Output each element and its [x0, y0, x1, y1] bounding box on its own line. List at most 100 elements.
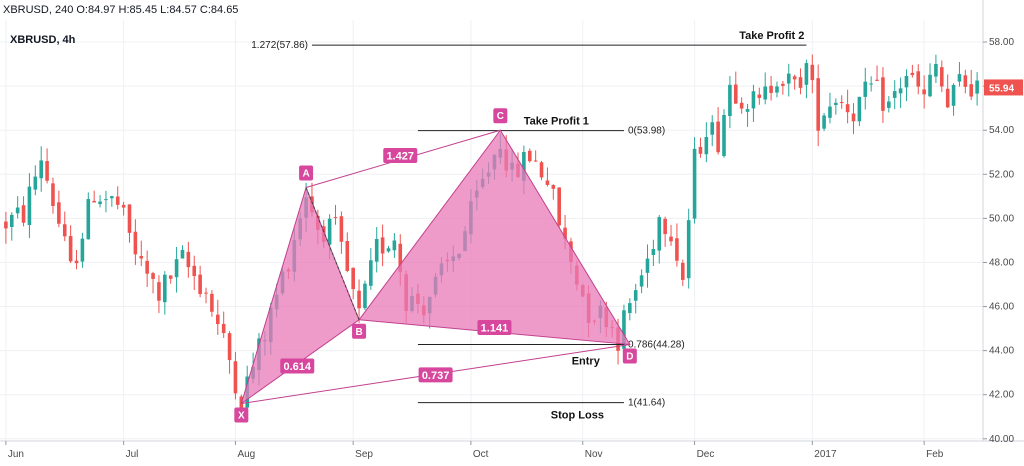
level-label: 1(41.64) — [628, 398, 665, 409]
candle-body — [669, 236, 673, 242]
candle-body — [763, 86, 768, 100]
candle-body — [363, 283, 367, 309]
candle-body — [98, 201, 102, 205]
y-tick-label: 42.00 — [989, 390, 1014, 401]
candle-body — [180, 249, 185, 259]
candle-body — [127, 204, 132, 233]
candle-body — [704, 137, 709, 155]
pattern-point-d: D — [622, 348, 637, 364]
y-tick-label: 54.00 — [989, 125, 1014, 136]
candle-body — [27, 186, 32, 226]
candle-body — [745, 109, 750, 112]
ratio-badge-bg — [280, 358, 315, 374]
y-tick-label: 46.00 — [989, 302, 1014, 313]
candle-body — [21, 205, 26, 223]
candle-body — [57, 202, 61, 224]
candle-body — [922, 89, 926, 95]
candle-body — [681, 262, 685, 280]
candle-body — [798, 77, 803, 88]
candle-body — [633, 290, 638, 301]
candle-body — [945, 88, 950, 108]
point-label: D — [626, 351, 633, 362]
candle-body — [769, 85, 773, 93]
harmonic-pattern[interactable]: X A B C D 0.614 1.427 1.141 0.737 — [234, 108, 637, 423]
y-tick-label: 52.00 — [989, 169, 1014, 180]
candle-body — [969, 84, 974, 97]
candle-body — [110, 196, 114, 199]
candle-body — [804, 63, 809, 85]
candle-body — [398, 243, 403, 272]
candle-body — [651, 248, 656, 256]
candle-body — [775, 86, 779, 93]
y-tick-label: 48.00 — [989, 257, 1014, 268]
y-tick-label: 50.00 — [989, 213, 1014, 224]
y-tick-label: 44.00 — [989, 346, 1014, 357]
candle-body — [916, 71, 921, 87]
candle-body — [839, 102, 844, 104]
candle-body — [121, 204, 126, 208]
candle-body — [163, 274, 167, 303]
ratio-badge: 1.427 — [383, 148, 418, 164]
candle-body — [392, 240, 397, 251]
candle-body — [139, 256, 144, 259]
candle-body — [168, 275, 173, 279]
level-label: 0(53.98) — [628, 126, 665, 137]
point-badge — [299, 165, 314, 181]
candle-body — [733, 84, 738, 104]
x-tick-label: Jul — [126, 449, 139, 460]
pane-title: XBRUSD, 4h — [10, 34, 76, 46]
candle-body — [9, 214, 14, 227]
candle-body — [716, 121, 720, 153]
candle-body — [374, 238, 379, 262]
candle-body — [4, 221, 8, 229]
ratio-value: 1.427 — [386, 151, 414, 163]
candle-body — [522, 151, 526, 181]
candle-body — [828, 106, 832, 118]
point-label: B — [355, 327, 362, 338]
level-annotation: Entry — [572, 355, 601, 367]
candle-body — [951, 84, 956, 106]
candle-body — [92, 200, 96, 203]
candle-body — [751, 91, 756, 109]
candle-body — [210, 293, 214, 312]
candle-body — [151, 273, 155, 279]
candle-body — [227, 333, 232, 361]
candle-body — [675, 238, 679, 261]
candle-body — [233, 361, 238, 394]
candle-body — [686, 220, 691, 279]
candle-body — [845, 104, 850, 113]
candle-body — [351, 267, 355, 290]
candle-body — [910, 72, 915, 75]
candle-body — [863, 81, 868, 97]
candle-body — [369, 260, 373, 286]
point-label: A — [302, 169, 309, 180]
candle-body — [892, 91, 897, 98]
point-badge — [352, 323, 367, 339]
candle-body — [345, 241, 350, 271]
ratio-badge: 1.141 — [477, 319, 512, 335]
candle-body — [545, 180, 550, 185]
ratio-badge-bg — [477, 319, 512, 335]
ratio-value: 1.141 — [481, 322, 509, 334]
candle-body — [786, 73, 791, 84]
level-annotation: Stop Loss — [551, 410, 604, 422]
ratio-badge-bg — [383, 148, 418, 164]
candle-body — [68, 236, 73, 262]
candle-body — [875, 79, 879, 81]
fibonacci-levels: 1.272(57.86) Take Profit 2 0(53.98) Take Pr… — [251, 30, 807, 422]
candle-body — [904, 75, 909, 88]
candle-body — [327, 218, 332, 245]
x-tick-label: Jun — [8, 449, 24, 460]
candle-body — [628, 303, 632, 314]
point-label: C — [497, 111, 504, 122]
candle-body — [869, 83, 873, 85]
candle-body — [357, 290, 361, 309]
candle-body — [792, 76, 797, 80]
ratio-badge: 0.737 — [418, 367, 453, 383]
ratio-value: 0.737 — [422, 370, 450, 382]
candle-body — [198, 274, 202, 294]
candle-body — [33, 176, 38, 190]
candle-body — [857, 96, 862, 122]
